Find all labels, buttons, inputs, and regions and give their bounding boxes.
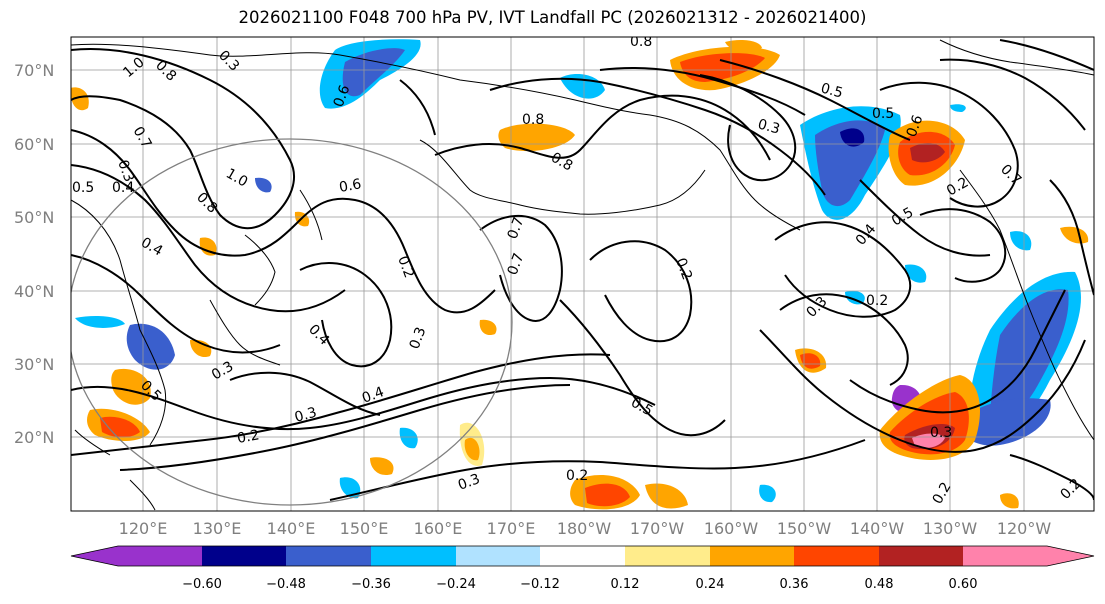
lon-label: 140°W	[850, 519, 905, 538]
lon-label: 170°W	[630, 519, 685, 538]
colorbar-tick-label: 0.12	[611, 577, 640, 592]
lon-label: 130°E	[193, 519, 242, 538]
colorbar-segment	[456, 546, 540, 566]
contour-label: 0.2	[672, 256, 695, 282]
contour-label: 0.4	[360, 384, 386, 407]
colorbar-tick-label: −0.36	[351, 577, 391, 592]
graticule	[71, 37, 1094, 511]
colorbar-tick-label: 0.24	[696, 577, 725, 592]
lon-label: 130°W	[923, 519, 978, 538]
radius-ring	[71, 138, 513, 506]
lon-label: 150°E	[340, 519, 389, 538]
lon-label: 120°E	[119, 519, 168, 538]
longitude-labels: 120°E 130°E 140°E 150°E 160°E 170°E 180°…	[119, 519, 1052, 538]
colorbar-segment	[963, 546, 1094, 566]
contour-label: 0.2	[236, 427, 261, 447]
contour-label: 0.4	[112, 180, 134, 196]
lat-label: 40°N	[14, 282, 54, 301]
colorbar-segment	[710, 546, 794, 566]
contour-label: 0.3	[293, 405, 319, 426]
colorbar-tick-label: −0.60	[182, 577, 222, 592]
colorbar-tick-label: 0.36	[780, 577, 809, 592]
contour-label: 0.6	[331, 83, 354, 109]
colorbar-outline	[70, 545, 1095, 567]
contour-label: 0.2	[394, 254, 417, 280]
lon-label: 140°E	[267, 519, 316, 538]
lat-label: 30°N	[14, 355, 54, 374]
contour-label: 0.8	[522, 112, 544, 128]
colorbar-segment	[371, 546, 456, 566]
lon-label: 180°W	[557, 519, 612, 538]
colorbar-tick-label: 0.60	[949, 577, 978, 592]
colorbar-tick-label: −0.12	[520, 577, 560, 592]
lat-label: 50°N	[14, 208, 54, 227]
colorbar: −0.60 −0.48 −0.36 −0.24 −0.12 0.12 0.24 …	[70, 545, 1095, 592]
contour-label: 0.5	[872, 106, 894, 122]
contour-label: 0.2	[866, 293, 888, 309]
contour-label: 0.7	[505, 215, 528, 241]
contour-label: 0.3	[407, 325, 430, 351]
lon-label: 160°E	[414, 519, 463, 538]
contour-label: 0.2	[566, 468, 588, 484]
lon-label: 120°W	[997, 519, 1052, 538]
lon-label: 170°E	[487, 519, 536, 538]
map-frame	[70, 36, 1095, 512]
colorbar-tick-label: 0.48	[865, 577, 894, 592]
contour-label: 0.7	[505, 251, 528, 277]
contour-label: 0.6	[338, 176, 363, 196]
colorbar-segment	[71, 546, 202, 566]
lat-label: 70°N	[14, 61, 54, 80]
colorbar-segment	[202, 546, 286, 566]
colorbar-segment	[286, 546, 371, 566]
contour-label: 0.8	[630, 34, 652, 50]
contour-label: 0.5	[72, 180, 94, 196]
contour-label: 0.3	[756, 116, 782, 137]
contour-label: 0.3	[930, 425, 952, 441]
colorbar-segment	[625, 546, 710, 566]
contour-label: 0.3	[114, 158, 137, 184]
colorbar-segment	[540, 546, 625, 566]
lat-label: 20°N	[14, 428, 54, 447]
colorbar-tick-label: −0.24	[436, 577, 476, 592]
map-title: 2026021100 F048 700 hPa PV, IVT Landfall…	[238, 8, 867, 27]
lon-label: 160°W	[704, 519, 759, 538]
colorbar-segment	[879, 546, 963, 566]
contour-labels: 0.8 0.3 1.0 0.7 0.3 0.6 0.8 1.0 0.5 0.4 …	[72, 34, 1085, 507]
contour-label: 0.6	[904, 113, 927, 139]
lon-label: 150°W	[777, 519, 832, 538]
coastlines	[71, 39, 1094, 511]
map-content: 0.8 0.3 1.0 0.7 0.3 0.6 0.8 1.0 0.5 0.4 …	[71, 34, 1094, 511]
colorbar-segment	[794, 546, 879, 566]
contour-label: 0.5	[819, 80, 845, 101]
lat-label: 60°N	[14, 135, 54, 154]
contour-label: 0.3	[456, 471, 482, 494]
latitude-labels: 70°N 60°N 50°N 40°N 30°N 20°N	[14, 61, 54, 447]
colorbar-tick-label: −0.48	[266, 577, 306, 592]
pv-contours	[71, 39, 1094, 501]
